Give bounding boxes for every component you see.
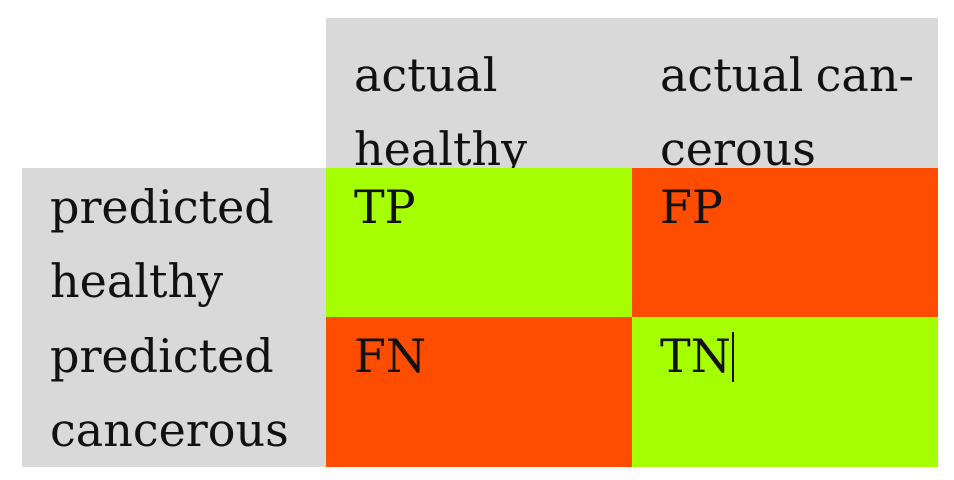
header-text-line: healthy: [354, 122, 528, 176]
row-header-predicted-cancerous: predicted cancerous: [22, 317, 326, 467]
column-header-actual-cancerous: actual can- cerous: [632, 18, 938, 176]
column-header-actual-healthy: actual healthy: [326, 18, 632, 176]
header-word: can-: [815, 48, 914, 102]
header-text-line: cerous: [660, 122, 816, 176]
row-header-text-line: predicted: [50, 329, 274, 383]
cell-false-negative: FN: [326, 317, 632, 467]
header-text-line: actual can-: [660, 38, 914, 112]
header-text-line: actual: [354, 48, 498, 102]
cell-label: FP: [660, 180, 723, 234]
cell-true-negative[interactable]: TN: [632, 317, 938, 467]
cell-label[interactable]: TN: [660, 329, 731, 383]
header-word: actual: [660, 48, 804, 102]
cell-label: FN: [354, 329, 427, 383]
row-header-text-line: cancerous: [50, 403, 289, 457]
cell-label: TP: [354, 180, 416, 234]
row-header-text-line: healthy: [50, 254, 224, 308]
row-header-predicted-healthy: predicted healthy: [22, 168, 326, 317]
row-header-text-line: predicted: [50, 180, 274, 234]
text-cursor: [731, 332, 734, 382]
cell-label-wrapper[interactable]: TN: [660, 319, 938, 393]
cell-true-positive: TP: [326, 168, 632, 317]
cell-false-positive: FP: [632, 168, 938, 317]
